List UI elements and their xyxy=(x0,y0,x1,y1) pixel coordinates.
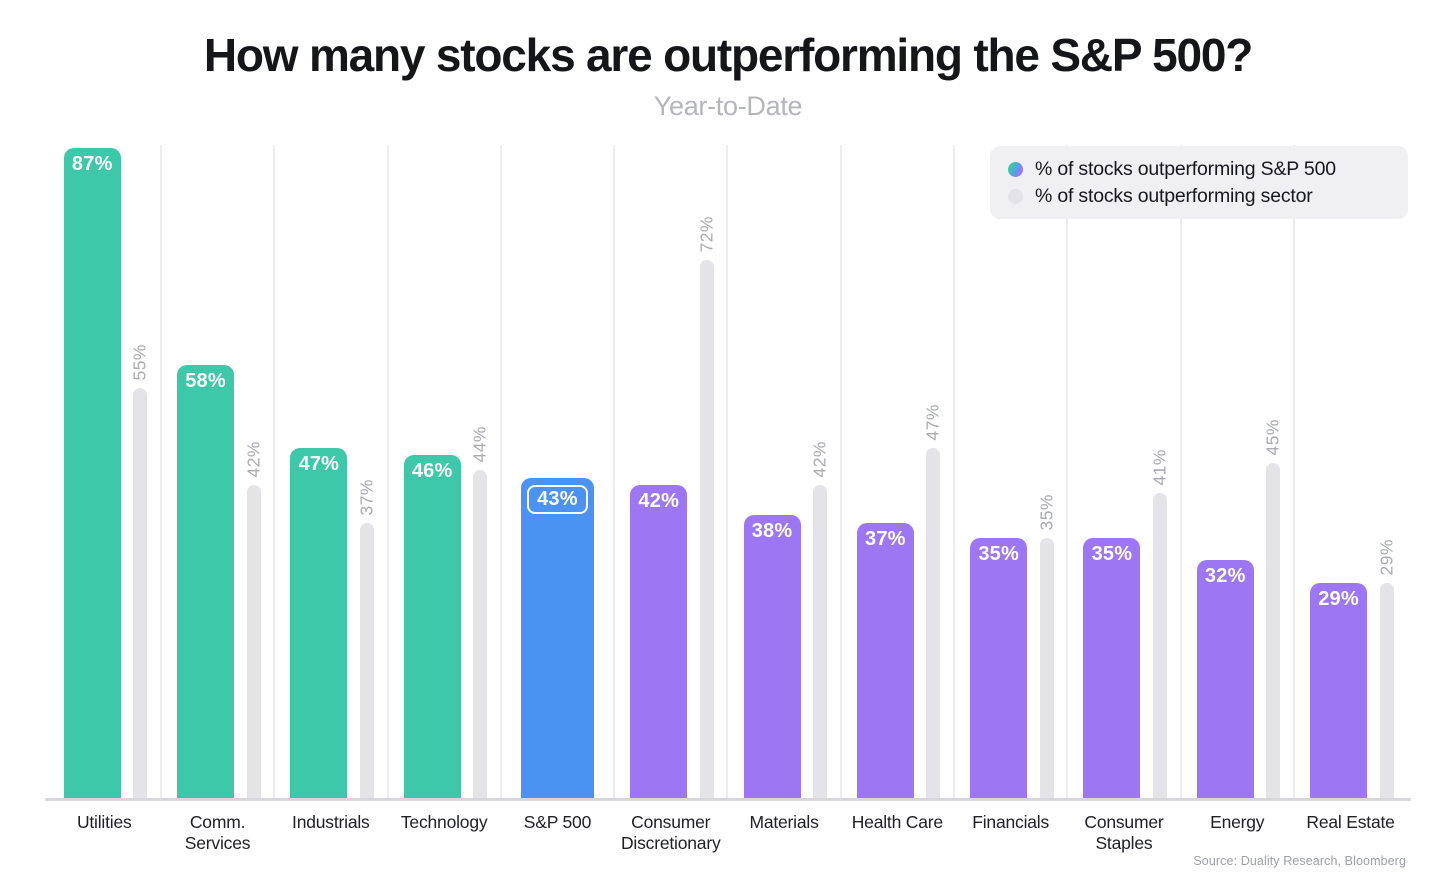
source-attribution: Source: Duality Research, Bloomberg xyxy=(1193,854,1406,868)
legend-item-sp500: % of stocks outperforming S&P 500 xyxy=(1008,156,1408,183)
sector-value-label: 42% xyxy=(809,441,830,478)
gridline xyxy=(839,145,842,800)
gridline xyxy=(613,145,616,800)
bar-sp500-series-energy: 32% xyxy=(1196,560,1254,800)
bar-sector-series-utilities xyxy=(133,387,148,800)
bar-value-label: 37% xyxy=(865,527,906,550)
x-axis-label-s-p-500: S&P 500 xyxy=(523,812,592,832)
sector-value-label: 41% xyxy=(1149,448,1170,486)
x-axis-label-industrials: Industrials xyxy=(292,812,370,832)
gray-dot-icon xyxy=(1008,189,1023,204)
gridline xyxy=(1066,145,1069,800)
bar-value-label: 29% xyxy=(1318,587,1359,610)
x-axis-label-materials: Materials xyxy=(749,812,819,832)
gridline xyxy=(273,145,276,800)
bar-sp500-series-consumer-discretionary: 42% xyxy=(630,485,688,800)
bar-sector-series-technology xyxy=(473,470,488,800)
bar-value-label: 42% xyxy=(638,490,680,512)
x-axis-label-comm-services: Comm. Services xyxy=(184,812,251,854)
legend: % of stocks outperforming S&P 500 % of s… xyxy=(990,146,1408,219)
bar-sp500-series-utilities: 87% xyxy=(63,147,121,800)
bar-value-label: 38% xyxy=(751,520,793,542)
bar-sector-series-financials xyxy=(1039,537,1054,800)
bar-sp500-series-consumer-staples: 35% xyxy=(1083,537,1141,800)
x-axis-label-health-care: Health Care xyxy=(851,812,943,832)
x-axis-line xyxy=(45,798,1411,801)
sector-value-label: 35% xyxy=(1036,493,1057,531)
bar-sp500-series-financials: 35% xyxy=(970,537,1028,800)
gridline xyxy=(726,145,729,800)
x-axis-label-real-estate: Real Estate xyxy=(1306,812,1395,832)
sector-value-label: 72% xyxy=(696,216,717,253)
sector-value-label: 29% xyxy=(1376,538,1397,576)
bar-sector-series-health-care xyxy=(926,447,941,800)
bar-sp500-series-comm-services: 58% xyxy=(177,365,235,800)
bar-sector-series-industrials xyxy=(359,522,374,800)
bar-sp500-series-real-estate: 29% xyxy=(1310,582,1368,800)
bar-sp500-series-industrials: 47% xyxy=(290,447,348,800)
bar-value-label: 35% xyxy=(1091,542,1133,565)
bar-sector-series-comm-services xyxy=(246,485,261,800)
bar-value-label: 46% xyxy=(411,460,453,482)
bar-sp500-series-health-care: 37% xyxy=(856,522,914,800)
gridline xyxy=(1179,145,1182,800)
gridline xyxy=(1292,145,1295,800)
x-axis-label-technology: Technology xyxy=(400,812,488,832)
gradient-dot-icon xyxy=(1008,162,1023,177)
x-axis-label-consumer-staples: Consumer Staples xyxy=(1084,812,1164,854)
x-axis-label-financials: Financials xyxy=(972,812,1050,832)
bar-sector-series-consumer-staples xyxy=(1152,492,1167,800)
bar-sp500-series-s-p-500: 43% xyxy=(520,477,594,800)
bar-sector-series-materials xyxy=(813,485,828,800)
bar-sp500-series-technology: 46% xyxy=(403,455,461,800)
chart-subtitle: Year-to-Date xyxy=(653,91,803,121)
legend-label: % of stocks outperforming sector xyxy=(1035,185,1313,207)
x-axis-label-consumer-discretionary: Consumer Discretionary xyxy=(620,812,721,854)
gridline xyxy=(386,145,389,800)
sector-value-label: 42% xyxy=(243,441,264,478)
x-axis-label-energy: Energy xyxy=(1210,812,1265,832)
sector-value-label: 55% xyxy=(129,343,150,381)
bar-sector-series-real-estate xyxy=(1379,582,1394,800)
bar-sp500-series-materials: 38% xyxy=(743,515,801,800)
gridline xyxy=(499,145,502,800)
legend-item-sector: % of stocks outperforming sector xyxy=(1008,183,1408,210)
gridline xyxy=(159,145,162,800)
bar-sector-series-energy xyxy=(1266,462,1281,800)
bar-value-label: 87% xyxy=(71,152,113,175)
sector-value-label: 45% xyxy=(1262,418,1283,456)
bar-value-label: 58% xyxy=(185,370,226,392)
legend-label: % of stocks outperforming S&P 500 xyxy=(1035,158,1336,180)
bar-sector-series-consumer-discretionary xyxy=(699,260,714,800)
bar-value-label: 32% xyxy=(1204,565,1246,587)
chart-title: How many stocks are outperforming the S&… xyxy=(203,29,1253,81)
sector-value-label: 47% xyxy=(922,403,943,441)
bar-value-label: 35% xyxy=(978,542,1019,565)
x-axis-label-utilities: Utilities xyxy=(76,812,132,832)
gridline xyxy=(953,145,955,800)
bar-value-label: 43% xyxy=(527,484,588,514)
sector-value-label: 44% xyxy=(469,426,490,463)
bar-value-label: 47% xyxy=(298,452,340,475)
sector-value-label: 37% xyxy=(356,478,377,516)
